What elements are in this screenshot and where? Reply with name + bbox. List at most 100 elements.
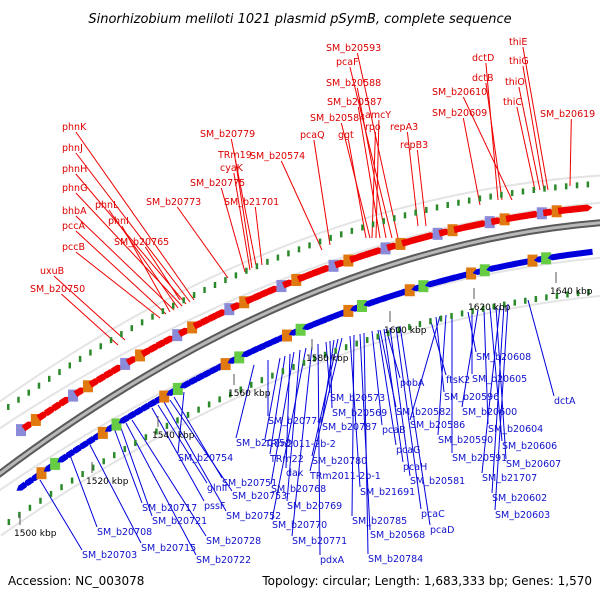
forward-gene-label[interactable]: SM_b20593 <box>326 43 381 54</box>
reverse-gene-label[interactable]: SM_b20703 <box>82 550 137 561</box>
forward-gene-label[interactable]: thiC <box>503 97 522 108</box>
reverse-gene-label[interactable]: pcaH <box>403 462 427 473</box>
reverse-gene-label[interactable]: SM_b20770 <box>272 520 327 531</box>
feature-box <box>432 227 443 240</box>
forward-gene-label[interactable]: SM_b20775 <box>190 178 245 189</box>
reverse-gene-label[interactable]: SM_b20771 <box>292 536 347 547</box>
reverse-gene-label[interactable]: SM_b20596 <box>444 392 499 403</box>
forward-gene-label[interactable]: repA3 <box>390 122 418 133</box>
reverse-gene-label[interactable]: pcaC <box>421 509 445 520</box>
forward-gene-label[interactable]: SM_b20619 <box>540 109 595 120</box>
reverse-gene-label[interactable]: SM_b20753 <box>232 491 287 502</box>
forward-gene-label[interactable]: SM_b20609 <box>432 108 487 119</box>
forward-gene-label[interactable]: repB3 <box>400 140 428 151</box>
reverse-gene-label[interactable]: ftsK2 <box>446 375 470 386</box>
forward-gene-label[interactable]: pccA <box>62 221 85 232</box>
forward-gene-label[interactable]: SM_b20610 <box>432 87 487 98</box>
reverse-gene-label[interactable]: SM_b20721 <box>152 516 207 527</box>
forward-gene-label[interactable]: phnK <box>62 122 87 133</box>
reverse-gene-label[interactable]: SM_b20603 <box>495 510 550 521</box>
forward-gene-label[interactable]: amcY <box>365 110 391 121</box>
reverse-gene-label[interactable]: pssF <box>204 501 225 512</box>
forward-gene-label[interactable]: pcaQ <box>300 130 325 141</box>
reverse-gene-label[interactable]: SM_b20591 <box>452 453 507 464</box>
reverse-gene-leader <box>113 427 143 504</box>
reverse-gene-leader <box>39 479 83 551</box>
reverse-gene-label[interactable]: pcaG <box>396 445 420 456</box>
reverse-gene-label[interactable]: SM_b21691 <box>360 487 415 498</box>
forward-gene-label[interactable]: dctB <box>472 73 494 84</box>
reverse-gene-label[interactable]: SM_b20602 <box>492 493 547 504</box>
reverse-gene-label[interactable]: SM_b20569 <box>332 408 387 419</box>
forward-gene-label[interactable]: pcaF <box>336 57 359 68</box>
reverse-gene-label[interactable]: SM_b20708 <box>97 527 152 538</box>
reverse-gene-label[interactable]: dak <box>286 468 304 479</box>
gc-tick <box>218 396 221 403</box>
forward-gene-label[interactable]: SM_b20779 <box>200 129 255 140</box>
reverse-gene-label[interactable]: SM_b20752 <box>226 511 281 522</box>
forward-gene-label[interactable]: phnI <box>108 216 129 227</box>
reverse-gene-label[interactable]: pobA <box>400 378 425 389</box>
forward-gene-label[interactable]: uxuB <box>40 266 64 277</box>
forward-gene-label[interactable]: bhbA <box>62 206 87 217</box>
reverse-gene-label[interactable]: SM_b20581 <box>410 476 465 487</box>
reverse-gene-label[interactable]: dctA <box>554 396 576 407</box>
reverse-gene-label[interactable]: SM_b20600 <box>462 407 517 418</box>
forward-gene-label[interactable]: SM_b20765 <box>114 237 169 248</box>
reverse-gene-label[interactable]: TRm2011-2b-2 <box>264 439 336 450</box>
reverse-gene-label[interactable]: SM_b20590 <box>438 435 493 446</box>
forward-gene-label[interactable]: SM_b20574 <box>250 151 305 162</box>
reverse-gene-label[interactable]: pdxA <box>320 555 345 566</box>
forward-gene-label[interactable]: phnL <box>95 200 119 211</box>
forward-gene-label[interactable]: SM_b20750 <box>30 284 85 295</box>
reverse-gene-label[interactable]: SM_b20784 <box>368 554 423 565</box>
forward-gene-label[interactable]: phnG <box>62 183 87 194</box>
reverse-gene-label[interactable]: SM_b21707 <box>482 473 537 484</box>
reverse-gene-label[interactable]: SM_b20754 <box>178 453 233 464</box>
forward-gene-label[interactable]: TRm19 <box>217 150 252 161</box>
reverse-gene-label[interactable]: SM_b20728 <box>206 536 261 547</box>
forward-gene-label[interactable]: SM_b21701 <box>224 197 279 208</box>
reverse-gene-label[interactable]: TRm2011-2b-1 <box>309 471 381 482</box>
reverse-gene-label[interactable]: SM_b20717 <box>142 503 197 514</box>
reverse-gene-label[interactable]: TRm22 <box>269 454 304 465</box>
reverse-gene-label[interactable]: SM_b20573 <box>330 393 385 404</box>
forward-gene-label[interactable]: SM_b20587 <box>327 97 382 108</box>
forward-gene-label[interactable]: pccB <box>62 242 85 253</box>
forward-gene-label[interactable]: SM_b20773 <box>146 197 201 208</box>
reverse-gene-label[interactable]: SM_b20785 <box>352 516 407 527</box>
forward-gene-label[interactable]: cyaK <box>220 163 244 174</box>
reverse-gene-label[interactable]: SM_b20582 <box>396 407 451 418</box>
reverse-gene-label[interactable]: SM_b20604 <box>488 424 543 435</box>
reverse-gene-label[interactable]: SM_b20586 <box>410 420 465 431</box>
reverse-gene-label[interactable]: SM_b20608 <box>476 352 531 363</box>
forward-gene-label[interactable]: thiG <box>509 56 529 67</box>
reverse-gene-label[interactable]: SM_b20769 <box>287 501 342 512</box>
forward-gene-label[interactable]: SM_b20588 <box>326 78 381 89</box>
reverse-gene-label[interactable]: SM_b20605 <box>472 374 527 385</box>
reverse-gene-label[interactable]: SM_b20568 <box>370 530 425 541</box>
forward-gene-label[interactable]: rpo <box>365 122 381 133</box>
reverse-gene-label[interactable]: SM_b20787 <box>322 422 377 433</box>
reverse-gene-label[interactable]: SM_b20758 <box>236 438 291 449</box>
forward-gene-label[interactable]: SM_b20584 <box>310 113 365 124</box>
reverse-gene-label[interactable]: SM_b20722 <box>196 555 251 566</box>
reverse-gene-leader <box>495 306 507 460</box>
reverse-gene-label[interactable]: SM_b20780 <box>312 456 367 467</box>
reverse-gene-label[interactable]: SM_b20751 <box>222 478 277 489</box>
forward-gene-label[interactable]: dctD <box>472 53 494 64</box>
forward-gene-label[interactable]: phnH <box>62 164 87 175</box>
reverse-gene-label[interactable]: glnII <box>207 483 227 494</box>
forward-gene-label[interactable]: ggt <box>338 130 354 141</box>
forward-gene-leader <box>485 82 503 201</box>
forward-gene-label[interactable]: thiO <box>505 77 525 88</box>
reverse-gene-label[interactable]: pcaD <box>430 525 454 536</box>
reverse-gene-label[interactable]: SM_b20774 <box>268 416 323 427</box>
forward-gene-label[interactable]: phnJ <box>62 143 83 154</box>
forward-gene-label[interactable]: thiE <box>509 37 527 48</box>
reverse-gene-label[interactable]: pcaB <box>382 425 406 436</box>
reverse-gene-label[interactable]: SM_b20768 <box>271 484 326 495</box>
reverse-gene-label[interactable]: SM_b20606 <box>502 441 557 452</box>
reverse-gene-label[interactable]: SM_b20607 <box>506 459 561 470</box>
reverse-gene-label[interactable]: SM_b20715 <box>141 543 196 554</box>
